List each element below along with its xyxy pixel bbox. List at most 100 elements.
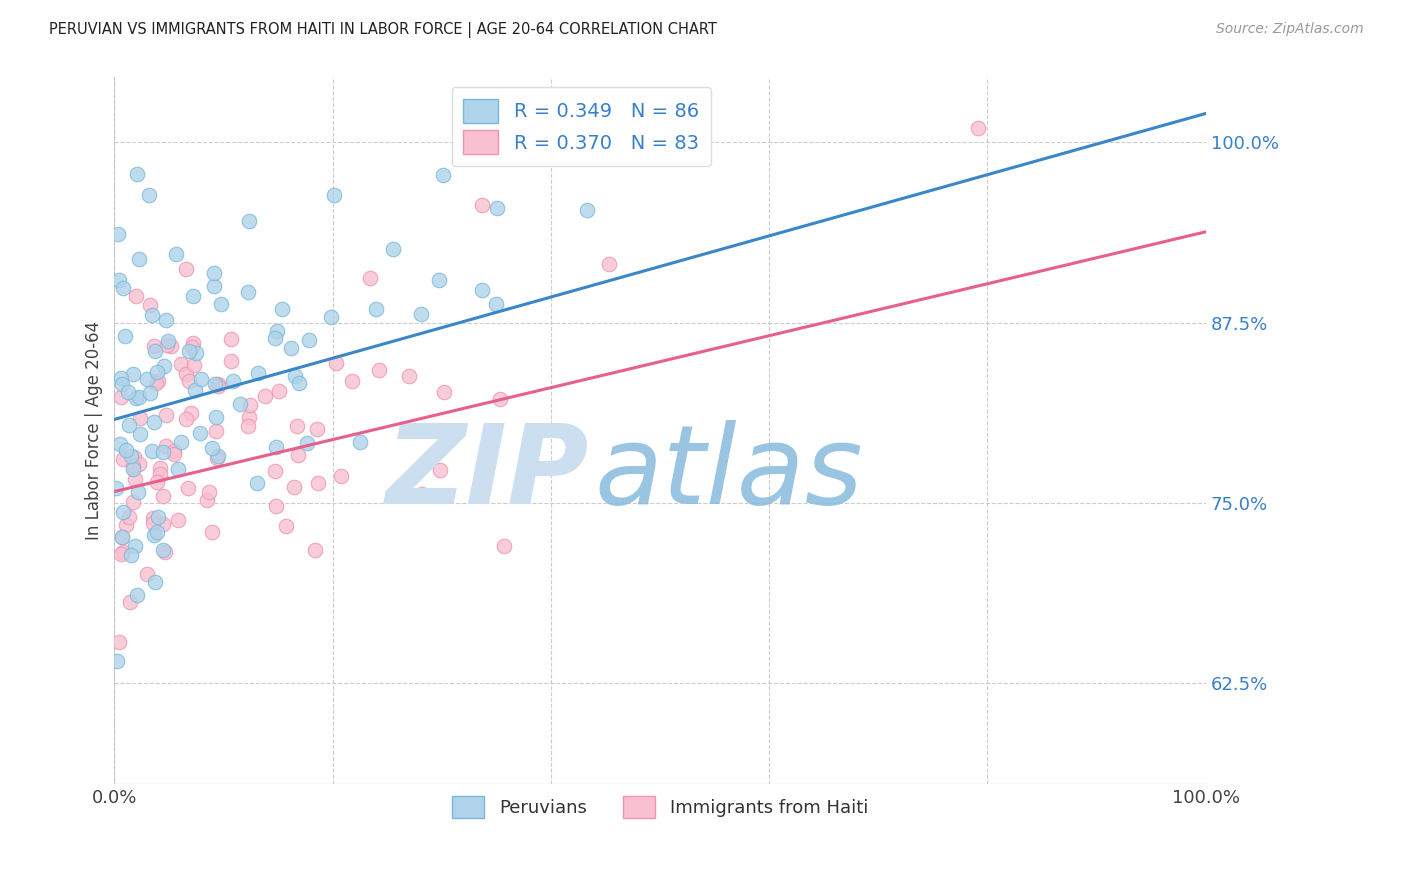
Point xyxy=(411,487,433,501)
Point xyxy=(152,543,174,558)
Point xyxy=(136,372,159,386)
Point xyxy=(366,302,388,317)
Y-axis label: In Labor Force | Age 20-64: In Labor Force | Age 20-64 xyxy=(86,321,103,541)
Point xyxy=(141,443,163,458)
Point xyxy=(124,539,146,553)
Point xyxy=(254,389,277,403)
Point xyxy=(129,426,152,441)
Point xyxy=(128,411,150,425)
Point xyxy=(266,324,288,338)
Point xyxy=(381,242,404,256)
Point xyxy=(488,392,510,407)
Point xyxy=(165,246,187,260)
Point xyxy=(219,332,242,346)
Point xyxy=(307,475,329,490)
Legend: Peruvians, Immigrants from Haiti: Peruvians, Immigrants from Haiti xyxy=(444,789,876,825)
Point xyxy=(112,545,135,559)
Point xyxy=(180,406,202,420)
Point xyxy=(163,447,186,461)
Point xyxy=(118,509,141,524)
Point xyxy=(114,329,136,343)
Point xyxy=(484,297,506,311)
Point xyxy=(207,449,229,463)
Point xyxy=(110,530,132,544)
Point xyxy=(148,509,170,524)
Point xyxy=(266,500,288,514)
Point xyxy=(167,513,190,527)
Point xyxy=(107,227,129,242)
Point xyxy=(180,340,202,354)
Point xyxy=(204,376,226,391)
Point xyxy=(117,417,139,432)
Point xyxy=(177,343,200,358)
Point xyxy=(149,460,172,475)
Point xyxy=(145,376,167,391)
Point xyxy=(494,539,516,553)
Point xyxy=(122,450,145,464)
Point xyxy=(368,363,391,377)
Point xyxy=(202,278,225,293)
Point xyxy=(321,310,343,324)
Point xyxy=(108,635,131,649)
Point xyxy=(201,441,224,455)
Point xyxy=(146,475,169,490)
Point xyxy=(142,516,165,531)
Point xyxy=(207,376,229,391)
Point xyxy=(432,168,454,182)
Point xyxy=(398,368,420,383)
Point xyxy=(229,397,252,411)
Point xyxy=(222,375,245,389)
Point xyxy=(177,481,200,495)
Point xyxy=(111,376,134,391)
Point xyxy=(120,549,142,563)
Point xyxy=(143,339,166,353)
Point xyxy=(349,435,371,450)
Point xyxy=(284,368,307,383)
Point xyxy=(202,266,225,280)
Point xyxy=(264,331,287,345)
Point xyxy=(176,368,198,382)
Point xyxy=(125,588,148,602)
Point xyxy=(409,307,432,321)
Point xyxy=(209,297,232,311)
Point xyxy=(110,547,132,561)
Point xyxy=(340,374,363,388)
Point xyxy=(108,273,131,287)
Point xyxy=(325,356,347,370)
Point xyxy=(122,462,145,476)
Point xyxy=(142,511,165,525)
Point xyxy=(188,426,211,441)
Point xyxy=(170,435,193,450)
Point xyxy=(471,283,494,297)
Point xyxy=(122,459,145,474)
Point xyxy=(120,449,142,463)
Point xyxy=(108,436,131,450)
Point xyxy=(359,271,381,285)
Text: PERUVIAN VS IMMIGRANTS FROM HAITI IN LABOR FORCE | AGE 20-64 CORRELATION CHART: PERUVIAN VS IMMIGRANTS FROM HAITI IN LAB… xyxy=(49,22,717,38)
Point xyxy=(304,542,326,557)
Point xyxy=(285,419,308,434)
Point xyxy=(153,359,176,374)
Point xyxy=(271,302,294,317)
Point xyxy=(427,273,450,287)
Point xyxy=(124,473,146,487)
Point xyxy=(295,436,318,450)
Point xyxy=(111,530,134,544)
Point xyxy=(141,308,163,322)
Point xyxy=(205,451,228,466)
Point xyxy=(183,383,205,397)
Point xyxy=(112,451,135,466)
Point xyxy=(155,439,177,453)
Point xyxy=(152,489,174,503)
Point xyxy=(967,120,990,135)
Point xyxy=(163,443,186,458)
Point xyxy=(128,252,150,267)
Text: ZIP: ZIP xyxy=(385,420,589,527)
Point xyxy=(143,415,166,429)
Point xyxy=(190,372,212,386)
Point xyxy=(118,595,141,609)
Point xyxy=(174,411,197,425)
Point xyxy=(155,408,177,422)
Point xyxy=(125,391,148,405)
Point xyxy=(201,524,224,539)
